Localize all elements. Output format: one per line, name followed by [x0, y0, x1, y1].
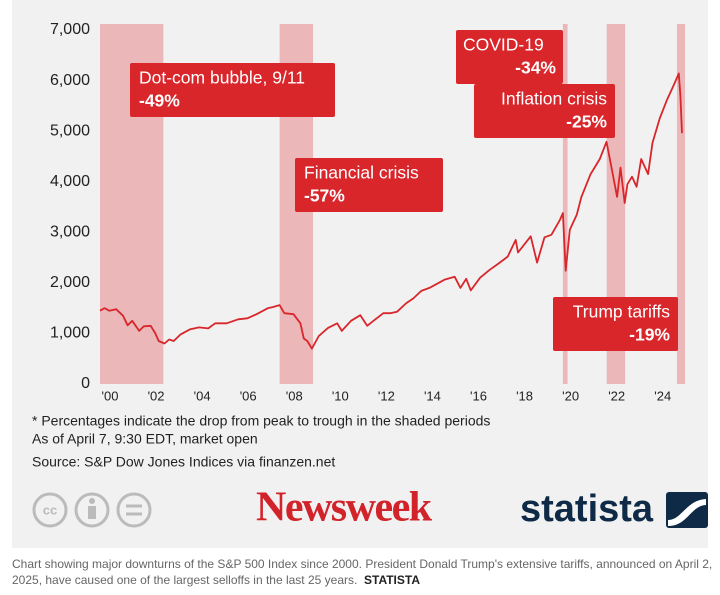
caption: 2025, have caused one of the largest sel…	[12, 573, 357, 587]
x-tick-label: '04	[194, 388, 211, 403]
annotation-change: -34%	[515, 58, 556, 78]
annotation-label: Dot-com bubble, 9/11	[139, 68, 305, 88]
x-tick-label: '10	[332, 388, 349, 403]
x-tick-label: '02	[148, 388, 165, 403]
y-tick-label: 2,000	[50, 274, 90, 291]
footnote: As of April 7, 9:30 EDT, market open	[32, 431, 258, 447]
annotation-label: Inflation crisis	[501, 89, 607, 109]
x-tick-label: '24	[654, 388, 671, 403]
index-line	[99, 72, 683, 350]
shaded-period	[676, 24, 685, 384]
x-tick-label: '22	[608, 388, 625, 403]
footnote: * Percentages indicate the drop from pea…	[32, 413, 490, 429]
y-tick-label: 7,000	[50, 21, 90, 38]
cc-icons: cc	[32, 492, 152, 528]
plot: 0 1,000 2,000 3,000 4,000 5,000 6,000 7,000 '00 '…	[50, 21, 685, 403]
annotation-label: Trump tariffs	[573, 302, 670, 322]
x-tick-label: '08	[286, 388, 303, 403]
source: Source: S&P Dow Jones Indices via finanz…	[32, 454, 335, 470]
annotation-box	[553, 297, 678, 351]
y-tick-label: 4,000	[50, 173, 90, 190]
annotation-box	[130, 63, 335, 117]
x-tick-label: '16	[470, 388, 487, 403]
y-tick-label: 1,000	[50, 325, 90, 342]
shaded-period	[562, 24, 568, 384]
x-tick-label: '18	[516, 388, 533, 403]
svg-text:cc: cc	[43, 502, 57, 517]
x-tick-label: '00	[102, 388, 119, 403]
y-tick-label: 3,000	[50, 224, 90, 241]
y-tick-label: 0	[81, 375, 90, 392]
annotation-label: Financial crisis	[304, 163, 419, 183]
newsweek-logo: Newsweek	[256, 485, 433, 531]
annotation-change: -25%	[566, 112, 607, 132]
annotation-box	[295, 158, 443, 212]
x-tick-label: '12	[378, 388, 395, 403]
annotation-change: -57%	[304, 186, 345, 206]
x-tick-label: '06	[240, 388, 257, 403]
statista-logo: statista	[520, 488, 654, 530]
y-tick-label: 5,000	[50, 122, 90, 139]
x-tick-label: '14	[424, 388, 441, 403]
annotation-change: -49%	[139, 91, 180, 111]
annotation-label: COVID-19	[463, 35, 544, 55]
annotation-change: -19%	[629, 325, 670, 345]
statista-icon	[666, 492, 708, 528]
caption: Chart showing major downturns of the S&P…	[12, 557, 712, 571]
annotation-box	[456, 30, 563, 84]
x-tick-label: '20	[562, 388, 579, 403]
annotation-box	[474, 84, 615, 138]
y-tick-label: 6,000	[50, 72, 90, 89]
caption-credit: STATISTA	[364, 573, 420, 587]
